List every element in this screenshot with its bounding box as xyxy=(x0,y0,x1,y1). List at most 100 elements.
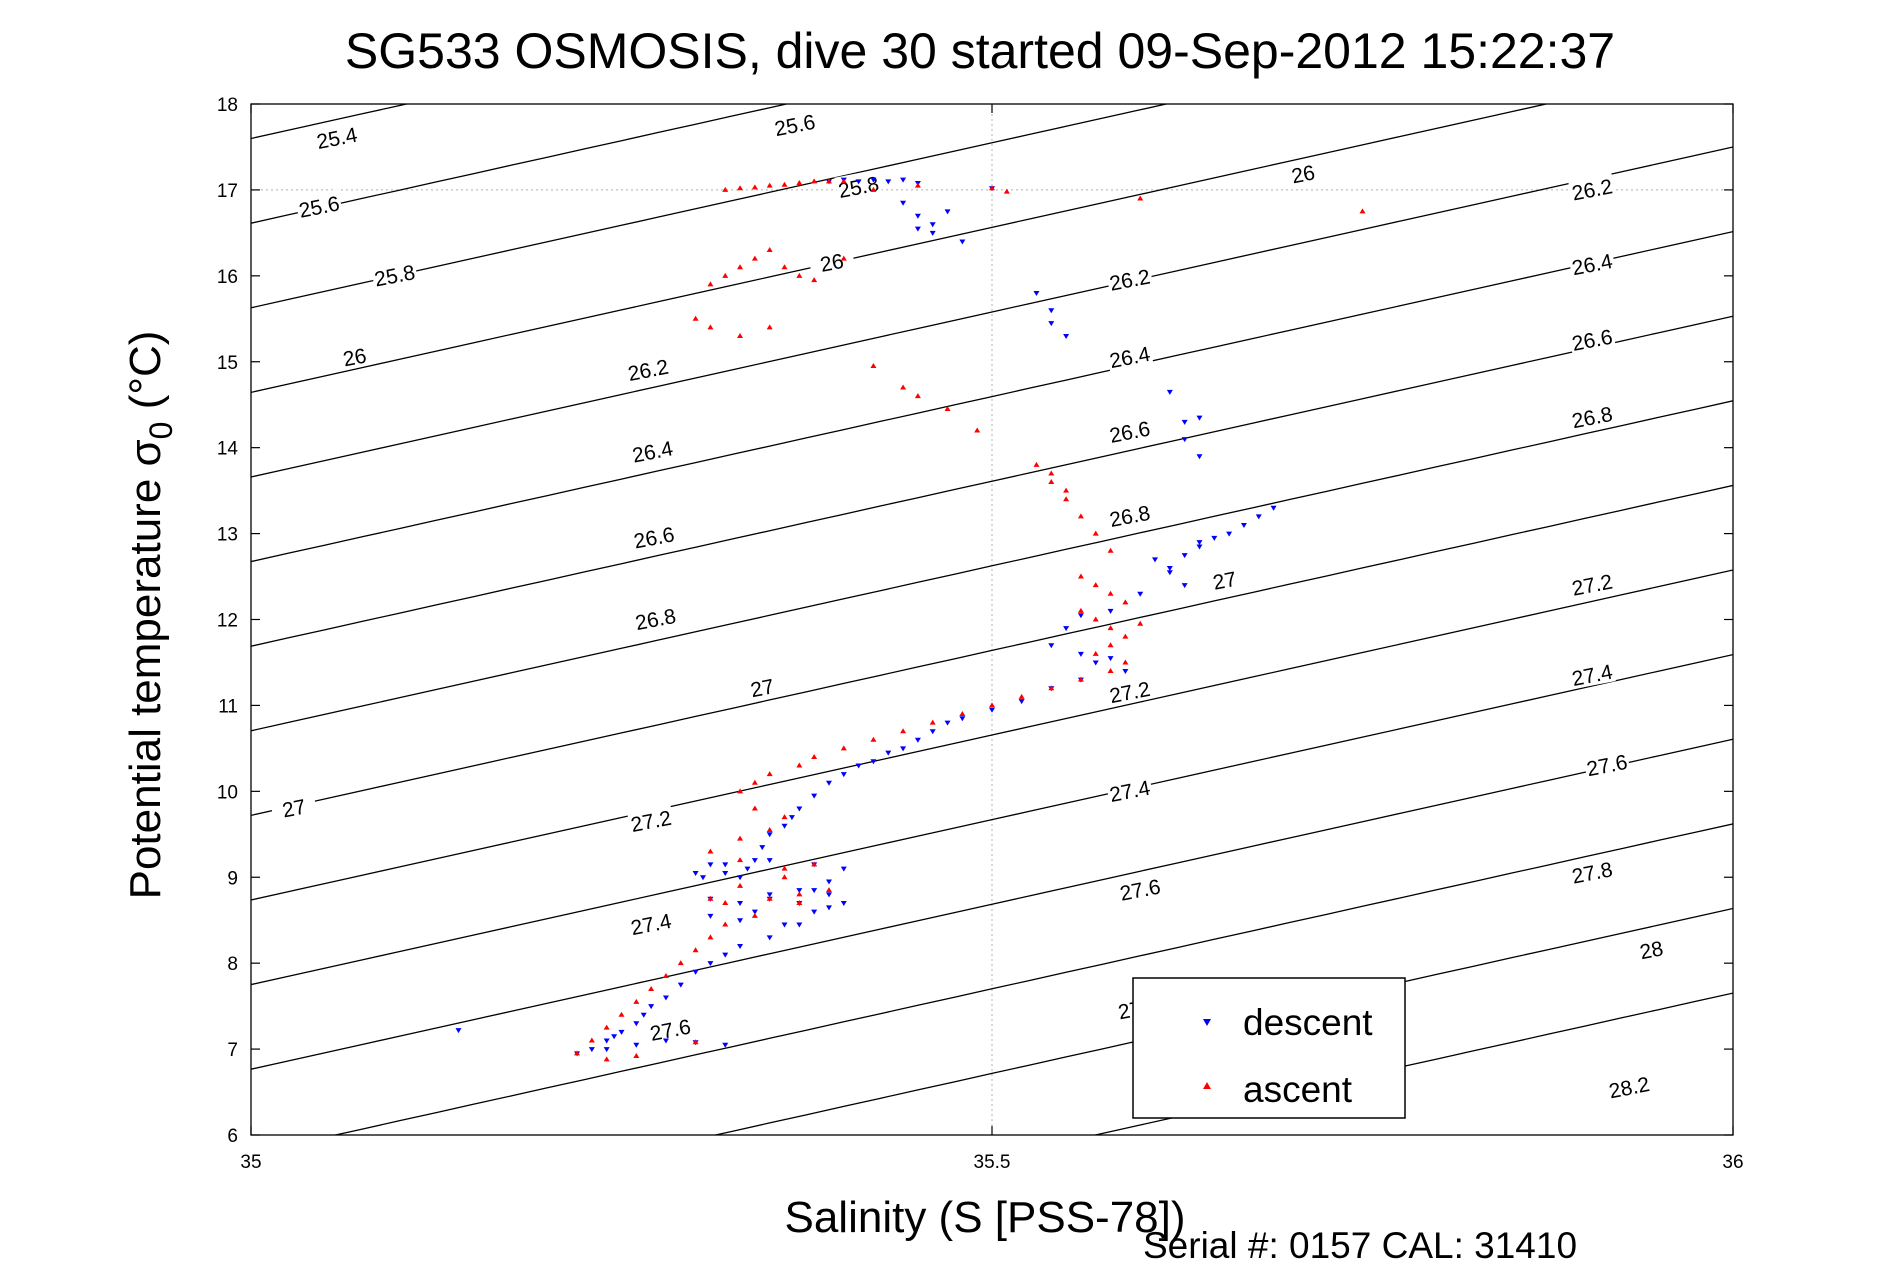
ascent-point xyxy=(737,332,744,338)
y-axis-label-sigma: σ xyxy=(121,439,170,466)
y-tick-label: 10 xyxy=(217,782,238,803)
ascent-point xyxy=(870,363,877,369)
ascent-point xyxy=(840,745,847,751)
contour-label-bg xyxy=(628,434,677,466)
ascent-point xyxy=(870,186,877,192)
ascent-point xyxy=(840,255,847,261)
descent-point xyxy=(944,209,951,215)
descent-point xyxy=(766,935,773,941)
descent-point xyxy=(1048,643,1055,649)
ascent-point xyxy=(1048,479,1055,485)
ascent-point xyxy=(811,178,818,184)
descent-point xyxy=(1137,591,1144,597)
descent-point xyxy=(751,909,758,915)
ascent-point xyxy=(751,779,758,785)
ascent-point xyxy=(1107,590,1114,596)
descent-point xyxy=(840,772,847,778)
ascent-point xyxy=(1107,547,1114,553)
descent-point xyxy=(737,918,744,924)
ascent-point xyxy=(707,895,714,901)
descent-point xyxy=(662,995,669,1001)
contour-label-bg xyxy=(1567,246,1616,279)
ascent-point xyxy=(603,1056,610,1062)
descent-point xyxy=(959,716,966,722)
descent-point xyxy=(1181,419,1188,425)
ascent-point xyxy=(796,762,803,768)
descent-point xyxy=(1122,669,1129,675)
contour-line-27-2 xyxy=(251,569,1733,901)
contour-label: 26 xyxy=(818,250,845,277)
descent-point xyxy=(811,888,818,894)
descent-point xyxy=(692,969,699,975)
ascent-point xyxy=(737,264,744,270)
descent-point xyxy=(603,1038,610,1044)
contour-label-bg xyxy=(330,339,379,372)
ascent-point xyxy=(840,178,847,184)
contour-line-25-6 xyxy=(251,104,790,224)
contour-label-bg xyxy=(1567,657,1616,690)
contour-label-bg xyxy=(1567,322,1616,355)
y-tick-label: 17 xyxy=(217,181,238,202)
ascent-point xyxy=(692,315,699,321)
descent-point xyxy=(929,222,936,228)
legend-label-descent: descent xyxy=(1243,1002,1373,1043)
ascent-point xyxy=(662,973,669,979)
ascent-point xyxy=(707,934,714,940)
ascent-point xyxy=(781,874,788,880)
ascent-point xyxy=(796,891,803,897)
contour-label: 27 xyxy=(749,675,776,702)
ascent-point xyxy=(737,835,744,841)
ascent-point xyxy=(751,912,758,918)
contour-label-bg xyxy=(1105,414,1154,447)
ascent-point xyxy=(781,865,788,871)
descent-point xyxy=(692,870,699,876)
descent-point xyxy=(737,901,744,907)
contour-label-bg xyxy=(1115,872,1164,905)
descent-point xyxy=(766,832,773,838)
ascent-point xyxy=(1107,668,1114,674)
ascent-point xyxy=(1077,676,1084,682)
descent-point xyxy=(1077,651,1084,657)
series-descent xyxy=(455,177,1277,1057)
contour-label-bg xyxy=(1604,1069,1653,1102)
descent-point xyxy=(1166,570,1173,576)
contour-label-bg xyxy=(1567,171,1616,204)
ascent-point xyxy=(722,900,729,906)
ascent-point xyxy=(692,947,699,953)
contour-line-27-6 xyxy=(251,738,1733,1070)
descent-point xyxy=(870,177,877,183)
ascent-point xyxy=(1122,659,1129,665)
descent-point xyxy=(677,982,684,988)
ascent-point xyxy=(781,814,788,820)
series-ascent xyxy=(574,178,1366,1062)
ascent-point xyxy=(677,960,684,966)
y-tick-label: 14 xyxy=(217,439,239,460)
ascent-point xyxy=(974,427,981,433)
descent-point xyxy=(611,1034,618,1040)
y-tick-label: 11 xyxy=(218,696,238,717)
contour-line-26-4 xyxy=(251,230,1733,563)
descent-point xyxy=(855,763,862,769)
descent-point xyxy=(900,177,907,183)
contour-line-26-6 xyxy=(251,315,1733,647)
contour-line-26-2 xyxy=(251,146,1733,478)
descent-point xyxy=(1107,608,1114,614)
ascent-point xyxy=(781,264,788,270)
ascent-point xyxy=(618,1011,625,1017)
descent-point xyxy=(722,862,729,868)
legend-box xyxy=(1132,977,1406,1119)
contour-label-bg xyxy=(269,790,318,823)
contour-line-26 xyxy=(251,104,1549,394)
ascent-point xyxy=(751,805,758,811)
descent-point xyxy=(722,870,729,876)
contour-label-bg xyxy=(1567,567,1616,600)
descent-point xyxy=(707,961,714,967)
ascent-point xyxy=(1018,693,1025,699)
y-axis-label-unit: (°C) xyxy=(121,331,170,422)
descent-point xyxy=(603,1047,610,1053)
descent-point xyxy=(744,866,751,872)
descent-point xyxy=(1270,505,1277,511)
ascent-point xyxy=(1122,633,1129,639)
y-tick-label: 9 xyxy=(227,868,238,889)
